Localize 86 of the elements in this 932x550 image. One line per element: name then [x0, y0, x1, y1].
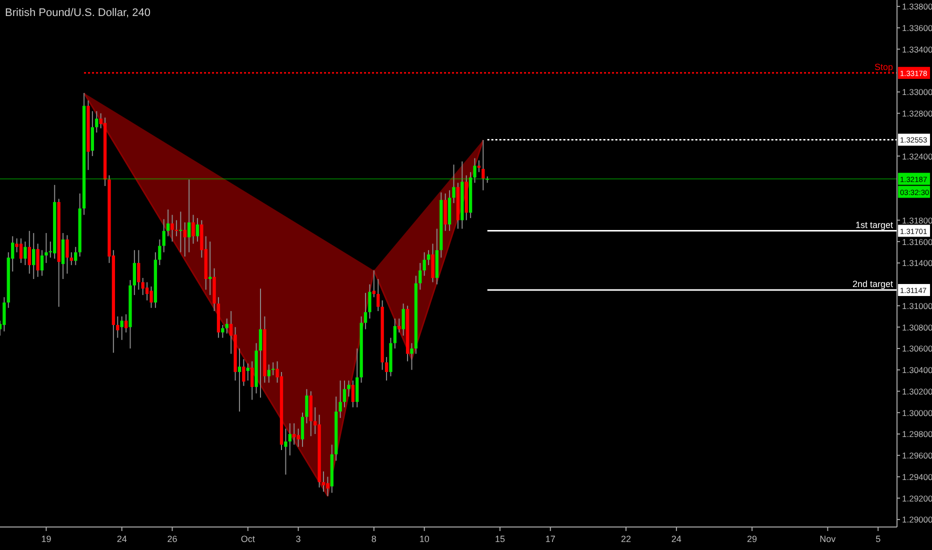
- candlestick: [393, 318, 397, 349]
- candlestick: [187, 179, 191, 253]
- candlestick: [296, 428, 300, 448]
- x-tick-label: 8: [371, 534, 376, 544]
- candlestick: [418, 262, 422, 290]
- candlestick: [90, 110, 94, 157]
- candlestick: [284, 428, 288, 476]
- candlestick: [40, 250, 44, 276]
- candlestick: [137, 250, 140, 290]
- candlestick: [120, 316, 124, 340]
- candlestick: [95, 110, 98, 134]
- ref-line-label: 1st target: [855, 220, 894, 230]
- candlestick: [473, 158, 476, 184]
- candlestick: [170, 214, 174, 242]
- candlestick: [124, 314, 128, 333]
- candlestick: [402, 303, 405, 336]
- x-tick-label: 22: [621, 534, 632, 544]
- text: British Pound/U.S. Dollar, 240: [5, 7, 151, 19]
- candlestick: [338, 380, 342, 418]
- candlestick: [305, 388, 308, 424]
- candlestick: [174, 220, 178, 237]
- candlestick: [238, 348, 242, 412]
- candlestick: [267, 364, 270, 384]
- candlestick: [347, 380, 350, 398]
- candlestick: [384, 356, 388, 382]
- candlestick: [66, 234, 69, 274]
- candlestick: [70, 252, 73, 266]
- candlestick: [221, 324, 224, 338]
- x-tick-label: 19: [41, 534, 52, 544]
- ref-line-label: Stop: [874, 62, 893, 72]
- candlestick: [145, 282, 149, 301]
- candlestick: [166, 209, 170, 237]
- candlestick: [288, 422, 292, 456]
- candlestick: [272, 362, 275, 376]
- candlestick: [477, 160, 481, 173]
- candlestick: [342, 380, 346, 408]
- candlestick: [326, 476, 330, 496]
- candlestick: [482, 140, 485, 191]
- candlestick: [398, 318, 401, 333]
- candlestick: [116, 316, 120, 338]
- candlestick: [372, 270, 376, 298]
- candlestick: [376, 278, 380, 312]
- candlestick: [32, 232, 36, 280]
- candlestick: [368, 284, 372, 320]
- x-tick-label: Oct: [240, 534, 256, 544]
- candlestick: [292, 422, 296, 446]
- candlestick: [28, 230, 31, 274]
- candlestick: [426, 250, 430, 266]
- x-tick-label: Nov: [820, 534, 836, 544]
- x-tick-label: 17: [545, 534, 556, 544]
- candlestick: [36, 243, 40, 278]
- x-tick-label: 29: [747, 534, 758, 544]
- candlestick: [162, 218, 166, 253]
- candlestick: [192, 214, 195, 244]
- candlestick: [24, 241, 27, 266]
- x-tick-label: 5: [876, 534, 881, 544]
- candlestick: [300, 412, 304, 448]
- x-tick-label: 15: [494, 534, 505, 544]
- candlestick: [19, 238, 23, 264]
- candlestick: [2, 296, 6, 332]
- candlestick: [158, 238, 162, 266]
- candlestick: [242, 358, 246, 386]
- candlestick: [322, 470, 326, 492]
- candlestick: [258, 288, 262, 398]
- candlestick: [250, 360, 254, 400]
- x-tick-label: 24: [116, 534, 127, 544]
- candlestick: [141, 277, 144, 296]
- candlestick: [431, 243, 434, 283]
- candlestick: [351, 380, 354, 408]
- x-tick-label: 26: [167, 534, 178, 544]
- candlestick: [179, 211, 182, 253]
- candlestick: [410, 342, 414, 370]
- candlestick: [364, 292, 368, 330]
- candlestick: [150, 286, 153, 308]
- x-tick-label: 24: [671, 534, 682, 544]
- x-tick-label: 10: [419, 534, 430, 544]
- candlestick: [422, 252, 426, 276]
- candlestick: [183, 222, 186, 258]
- candlestick: [132, 250, 136, 296]
- candlestick: [246, 362, 250, 382]
- candlestick: [196, 218, 200, 242]
- x-tick-label: 3: [296, 534, 301, 544]
- candlestick: [452, 164, 456, 204]
- candlestick: [44, 232, 48, 264]
- candlestick: [74, 246, 78, 266]
- ref-line-label: 2nd target: [852, 279, 894, 290]
